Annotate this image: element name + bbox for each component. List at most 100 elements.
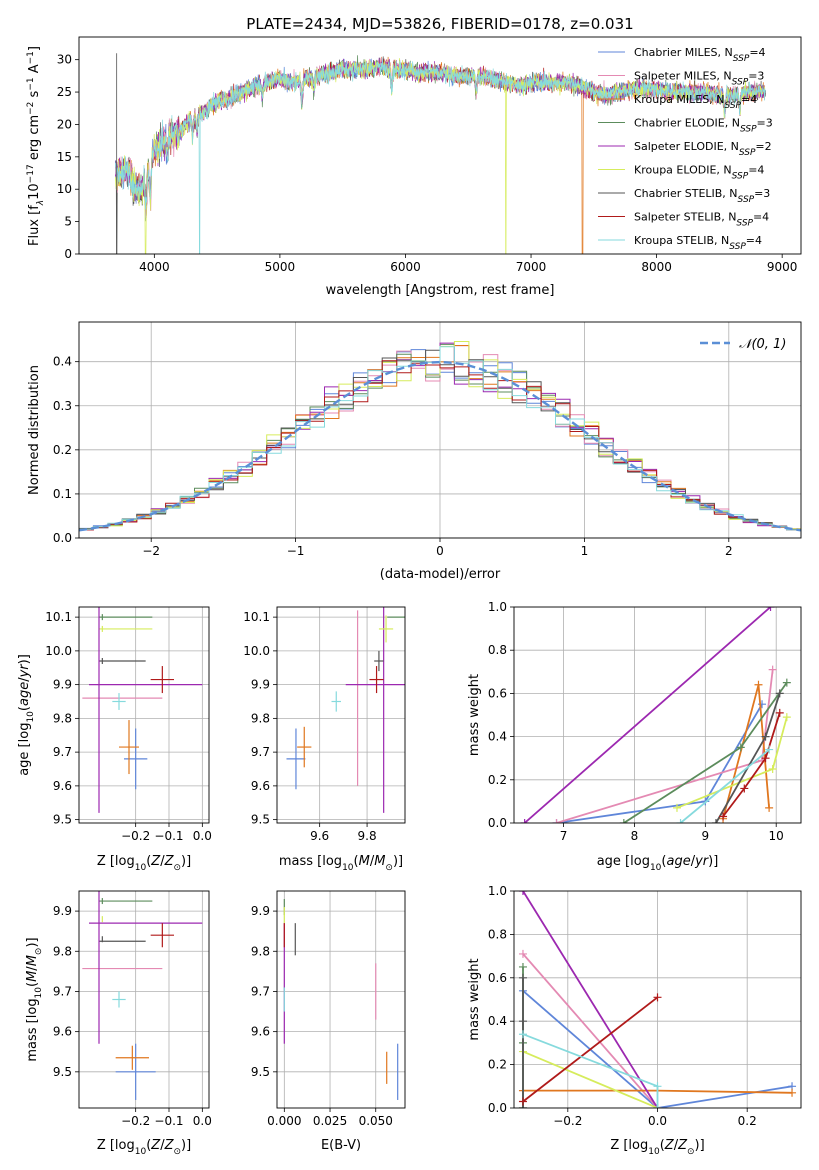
axes-frame xyxy=(78,321,802,539)
label-part: / xyxy=(25,966,40,971)
axes-frame xyxy=(276,606,406,824)
x-tick-label: 8000 xyxy=(641,260,672,274)
axes-frame xyxy=(513,890,802,1109)
plot-area xyxy=(277,607,405,823)
plot-area xyxy=(277,891,405,1108)
data-point xyxy=(754,680,763,689)
y-tick-label: 10.0 xyxy=(45,644,72,658)
x-axis-label: wavelength [Angstrom, rest frame] xyxy=(326,283,555,298)
data-point xyxy=(768,765,777,773)
y-tick-label: 0.8 xyxy=(488,643,507,657)
label-part: )] xyxy=(695,1138,705,1153)
plot-area xyxy=(514,607,801,823)
label-part: Z xyxy=(150,1138,161,1153)
x-tick-label: 0.000 xyxy=(267,1114,301,1128)
data-point xyxy=(775,689,784,698)
y-tick-label: 15 xyxy=(57,150,72,164)
data-point xyxy=(619,819,628,823)
y-axis-label: Flux [fλ10−17 erg cm−2 s−1 A−1] xyxy=(26,46,46,246)
series-line xyxy=(524,607,772,823)
label-part: Kroupa STELIB, N xyxy=(634,234,729,247)
label-part: )] xyxy=(181,1138,191,1153)
label-part: λ xyxy=(36,200,46,206)
legend-label: Kroupa STELIB, NSSP=4 xyxy=(634,234,762,252)
x-tick-label: 0.0 xyxy=(193,829,212,843)
data-point xyxy=(782,678,791,687)
y-tick-label: 0.2 xyxy=(488,1058,507,1072)
y-tick-label: 0.4 xyxy=(488,1014,507,1028)
data-point xyxy=(518,1030,527,1039)
label-part: Z [log xyxy=(97,1138,135,1153)
label-part: SSP xyxy=(740,125,757,135)
label-part: Kroupa MILES, N xyxy=(634,93,724,106)
y-tick-label: 0.6 xyxy=(488,686,507,700)
label-part: SSP xyxy=(738,195,755,205)
label-part: Salpeter MILES, N xyxy=(634,70,732,83)
legend: 𝒩(0, 1) xyxy=(700,337,786,352)
y-tick-label: 9.5 xyxy=(251,813,270,827)
data-point xyxy=(788,1088,797,1097)
axes-frame xyxy=(276,890,406,1109)
x-tick-label: 4000 xyxy=(139,260,170,274)
legend-label: Salpeter STELIB, NSSP=4 xyxy=(634,211,769,229)
label-part: SSP xyxy=(736,219,753,229)
y-tick-label: 9.7 xyxy=(251,984,270,998)
legend-label: Salpeter MILES, NSSP=3 xyxy=(634,70,764,88)
y-tick-label: 0.3 xyxy=(53,399,72,413)
y-tick-label: 25 xyxy=(57,85,72,99)
label-part: Z xyxy=(164,854,175,869)
x-tick-label: 8 xyxy=(631,829,639,843)
legend-label: Chabrier STELIB, NSSP=3 xyxy=(634,187,770,205)
data-point xyxy=(775,708,784,717)
label-part: M xyxy=(25,971,40,982)
data-point xyxy=(653,1082,662,1091)
label-part: ⊙ xyxy=(687,1147,695,1157)
y-tick-label: 10.1 xyxy=(243,610,270,624)
label-part: )] xyxy=(25,937,40,947)
y-tick-label: 10.0 xyxy=(243,644,270,658)
label-part: / xyxy=(17,677,32,682)
label-part: A xyxy=(27,64,42,77)
x-axis-label: Z [log10(Z/Z⊙)] xyxy=(97,854,191,873)
label-part: )] xyxy=(181,854,191,869)
label-part: 10 xyxy=(135,1147,147,1157)
label-part: 10 xyxy=(27,183,42,200)
x-tick-label: 5000 xyxy=(265,260,296,274)
label-part: erg cm xyxy=(27,115,42,164)
data-point xyxy=(765,745,774,754)
normal-curve xyxy=(79,360,801,532)
x-tick-label: 9.8 xyxy=(358,829,377,843)
x-tick-label: −1 xyxy=(287,544,305,558)
figure-title: PLATE=2434, MJD=53826, FIBERID=0178, z=0… xyxy=(246,15,633,33)
label-part: / xyxy=(691,854,696,869)
label-part: mass [log xyxy=(279,854,342,869)
y-tick-label: 9.6 xyxy=(53,1025,72,1039)
label-part: ⊙ xyxy=(173,1147,181,1157)
label-part: Salpeter ELODIE, N xyxy=(634,140,739,153)
label-part: SSP xyxy=(724,101,741,111)
x-tick-label: 0.050 xyxy=(359,1114,393,1128)
label-part: Kroupa ELODIE, N xyxy=(634,164,732,177)
label-part: =4 xyxy=(748,164,764,177)
label-part: ( xyxy=(17,706,32,711)
y-tick-label: 0.0 xyxy=(53,531,72,545)
label-part: SSP xyxy=(732,78,749,88)
label-part: )] xyxy=(17,654,32,664)
axes-frame xyxy=(78,36,802,255)
x-axis-label: (data-model)/error xyxy=(380,567,501,582)
label-part: 10 xyxy=(342,863,354,873)
histogram-step xyxy=(79,346,801,531)
label-part: ( xyxy=(146,854,151,869)
label-part: / xyxy=(674,1138,679,1153)
x-axis-label: Z [log10(Z/Z⊙)] xyxy=(610,1138,704,1157)
data-point xyxy=(782,713,791,722)
label-part: ⊙ xyxy=(385,863,393,873)
label-part: =3 xyxy=(757,117,773,130)
y-axis-label: mass weight xyxy=(467,674,482,756)
y-tick-label: 9.8 xyxy=(53,711,72,725)
label-part: age xyxy=(666,854,690,869)
y-tick-label: 1.0 xyxy=(488,884,507,898)
legend-label: 𝒩(0, 1) xyxy=(739,337,786,352)
x-tick-label: −0.1 xyxy=(154,829,183,843)
